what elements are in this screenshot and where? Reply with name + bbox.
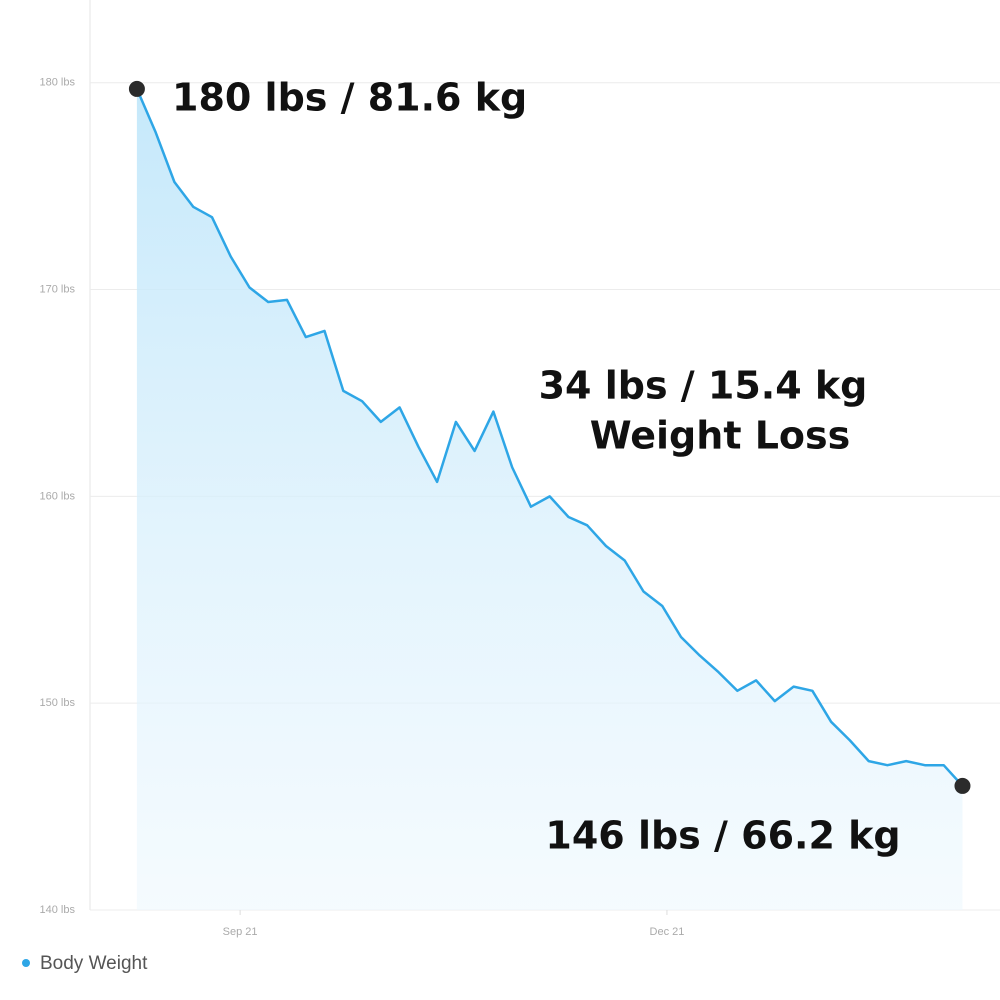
legend-marker [22, 959, 30, 967]
endpoint-dot [954, 777, 971, 794]
y-tick-label: 160 lbs [40, 490, 76, 502]
y-tick-label: 150 lbs [40, 697, 76, 709]
annotation: Weight Loss [590, 414, 851, 458]
area [136, 88, 963, 910]
legend-label: Body Weight [40, 953, 148, 974]
x-tick-label: Sep 21 [223, 926, 258, 938]
y-tick-label: 140 lbs [40, 904, 76, 916]
line [135, 88, 964, 787]
endpoint-dot [128, 80, 145, 97]
annotation: 180 lbs / 81.6 kg [172, 76, 527, 120]
annotation: 34 lbs / 15.4 kg [539, 364, 868, 408]
annotation: 146 lbs / 66.2 kg [545, 814, 900, 858]
y-tick-label: 170 lbs [40, 283, 76, 295]
x-tick-label: Dec 21 [650, 926, 685, 938]
y-tick-label: 180 lbs [40, 77, 76, 89]
